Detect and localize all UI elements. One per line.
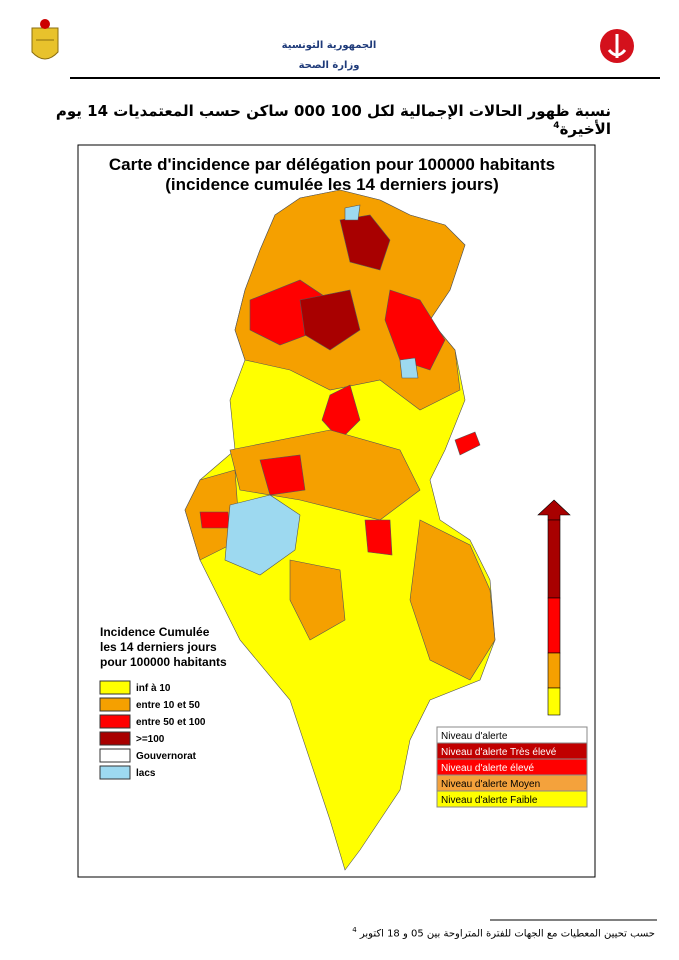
legend-swatch [99, 714, 131, 729]
legend-title: pour 100000 habitants [100, 655, 227, 669]
heading: نسبة ظهور الحالات الإجمالية لكل 100 000 … [51, 102, 611, 138]
footnote-note: 4 [352, 926, 357, 934]
alert-label: Niveau d'alerte Faible [441, 795, 538, 806]
alert-arrow [537, 499, 571, 716]
legend-title: Incidence Cumulée [100, 625, 210, 639]
legend-swatch [99, 680, 131, 695]
legend-swatch [99, 748, 131, 763]
footnote: حسب تحيين المعطيات مع الجهات للفترة المت… [255, 926, 655, 939]
legend-swatch [99, 697, 131, 712]
legend-label: >=100 [136, 734, 165, 745]
legend-swatch [99, 731, 131, 746]
map-title: Carte d'incidence par délégation pour 10… [109, 155, 555, 174]
alert-label: Niveau d'alerte Moyen [441, 779, 540, 790]
alert-label: Niveau d'alerte Très élevé [441, 747, 557, 758]
map-subtitle: (incidence cumulée les 14 derniers jours… [165, 175, 499, 194]
legend-swatch [99, 765, 131, 780]
alert-table: Niveau d'alerte Niveau d'alerte Très éle… [436, 726, 588, 808]
heading-note: 4 [553, 121, 560, 131]
ministry-logo [600, 29, 634, 63]
legend-label: entre 50 et 100 [136, 717, 206, 728]
header-line: الجمهورية التونسية [281, 40, 377, 51]
heading-text: نسبة ظهور الحالات الإجمالية لكل 100 000 … [55, 102, 611, 138]
alert-header: Niveau d'alerte [441, 731, 508, 742]
footnote-text: حسب تحيين المعطيات مع الجهات للفترة المت… [359, 928, 655, 940]
alert-label: Niveau d'alerte élevé [441, 763, 535, 774]
legend-label: inf à 10 [136, 683, 171, 694]
legend-label: lacs [136, 768, 156, 779]
tunisia-map [184, 189, 496, 871]
legend: Incidence Cumulée les 14 derniers jours … [99, 625, 227, 780]
legend-label: entre 10 et 50 [136, 700, 200, 711]
legend-label: Gouvernorat [136, 751, 197, 762]
alert-cell [436, 790, 588, 808]
legend-title: les 14 derniers jours [100, 640, 217, 654]
header-line: وزارة الصحة [298, 60, 360, 71]
coat-of-arms [31, 19, 59, 60]
